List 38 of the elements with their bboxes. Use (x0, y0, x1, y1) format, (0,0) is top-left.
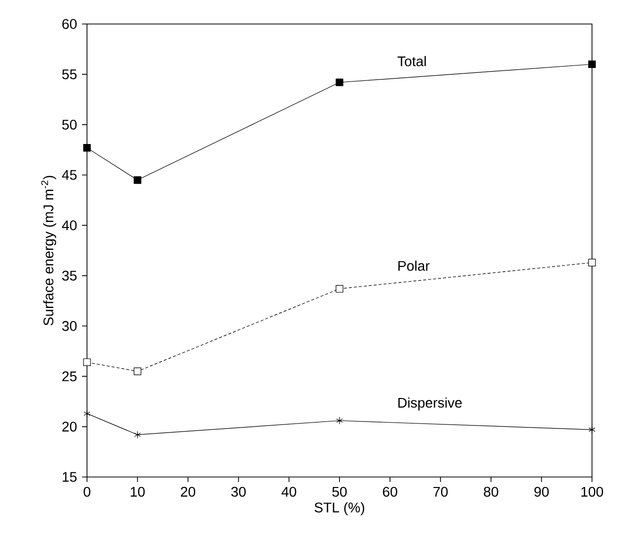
point (134, 368, 142, 376)
x-tick-label: 30 (231, 486, 246, 497)
series-label: Dispersive (398, 397, 462, 410)
series-label: Total (398, 56, 426, 66)
y-tick-label: 25 (62, 371, 77, 382)
y-axis-title: Surface energy (mJ m$^{-2}$) (41, 176, 56, 326)
y-tick-label: 15 (62, 472, 77, 482)
y-tick-label: 45 (62, 170, 77, 180)
y-tick-label: 40 (62, 220, 77, 230)
y-tick-label: 50 (62, 120, 77, 130)
x-tick-label: 60 (382, 486, 398, 497)
point (84, 410, 90, 418)
point (83, 144, 91, 152)
x-tick-label: 90 (534, 486, 549, 497)
x-axis-title: STL (%) (314, 502, 364, 516)
x-tick-label: 70 (433, 486, 448, 497)
x-tick-label: 100 (581, 486, 604, 497)
y-tick-label: 60 (62, 19, 77, 29)
x-tick-label: 10 (130, 486, 145, 497)
series-label: Polar (398, 260, 430, 271)
x-tick-label: 80 (484, 486, 498, 497)
point (83, 358, 91, 366)
y-tick-label: 20 (62, 422, 77, 432)
point (134, 430, 141, 439)
point (588, 426, 596, 434)
point (588, 258, 596, 266)
y-tick-label: 35 (62, 270, 77, 281)
x-tick-label: 40 (282, 486, 296, 497)
point (336, 284, 344, 293)
x-tick-label: 50 (332, 486, 347, 497)
point (588, 60, 596, 68)
x-tick-label: 0 (84, 486, 90, 497)
x-tick-label: 20 (180, 486, 196, 497)
point (336, 416, 343, 424)
y-tick-label: 30 (62, 321, 77, 331)
point (134, 176, 142, 184)
point (336, 78, 344, 86)
y-tick-label: 55 (62, 69, 77, 80)
